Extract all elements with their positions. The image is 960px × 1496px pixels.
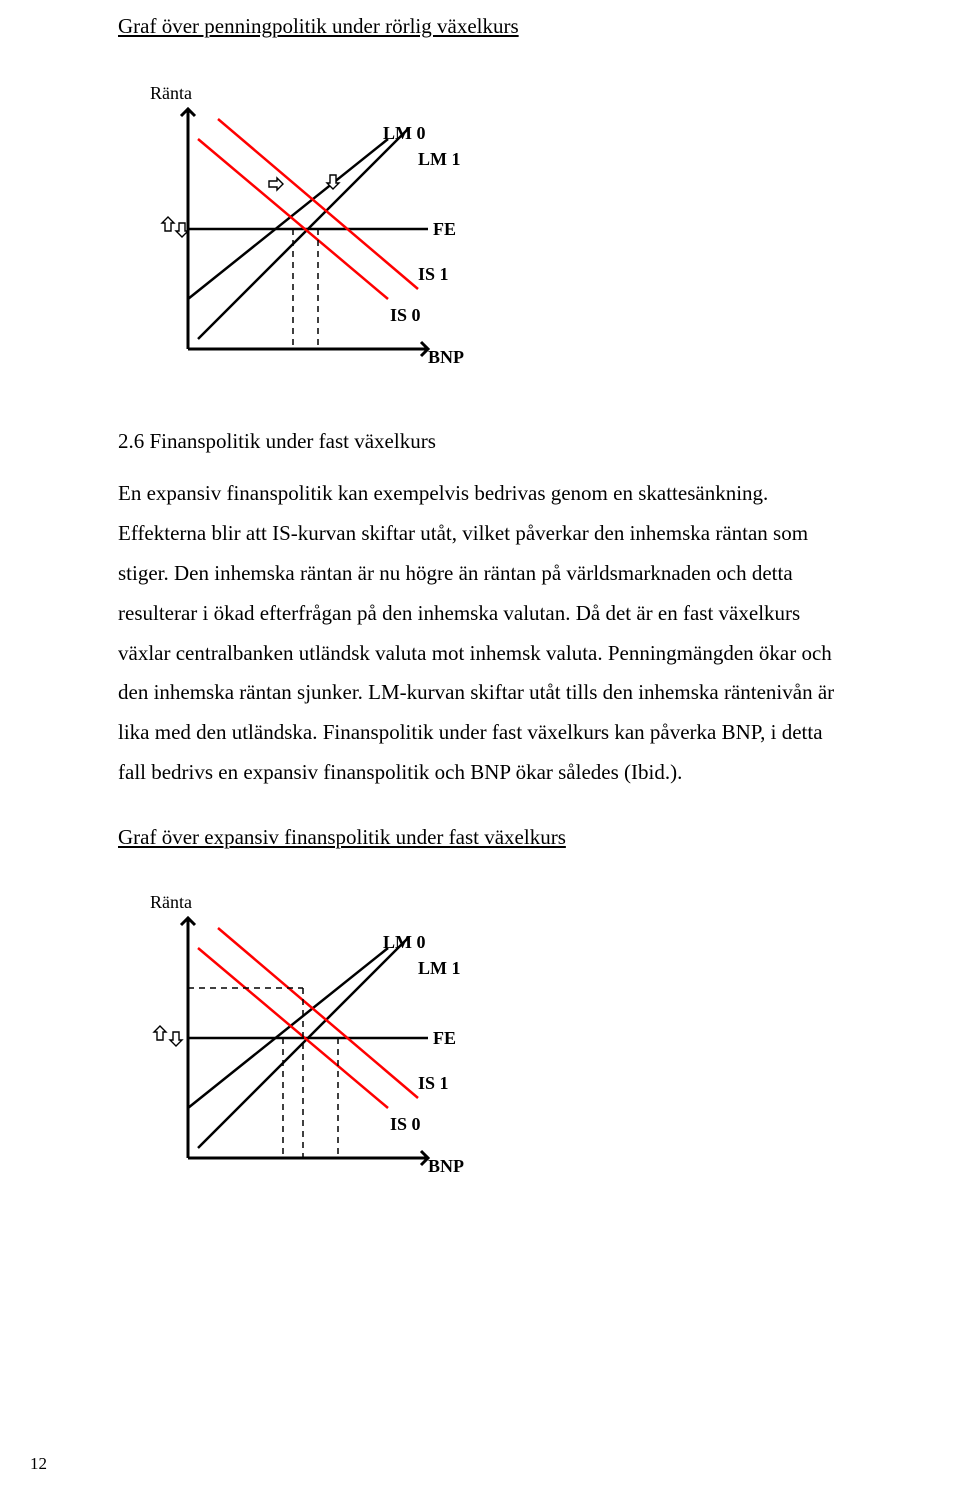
chart2-is1-label: IS 1 bbox=[418, 1073, 449, 1094]
chart1-svg bbox=[88, 69, 528, 389]
chart1-lm1-label: LM 1 bbox=[418, 149, 461, 170]
chart2-y-axis-label: Ränta bbox=[150, 892, 192, 913]
chart1-y-axis-label: Ränta bbox=[150, 83, 192, 104]
page-number: 12 bbox=[30, 1454, 47, 1474]
chart2-fe-label: FE bbox=[433, 1028, 456, 1049]
chart1-x-axis-label: BNP bbox=[428, 347, 464, 368]
chart2-svg bbox=[88, 878, 528, 1198]
chart1-lm0-label: LM 0 bbox=[383, 123, 426, 144]
chart2-title: Graf över expansiv finanspolitik under f… bbox=[118, 825, 842, 850]
chart1-fe-label: FE bbox=[433, 219, 456, 240]
chart1: Ränta BNP LM 0 LM 1 FE IS 1 IS 0 bbox=[88, 69, 528, 389]
chart2-lm1-label: LM 1 bbox=[418, 958, 461, 979]
chart1-is1-label: IS 1 bbox=[418, 264, 449, 285]
body-paragraph: En expansiv finanspolitik kan exempelvis… bbox=[118, 474, 842, 793]
chart2: Ränta BNP LM 0 LM 1 FE IS 1 IS 0 bbox=[88, 878, 528, 1198]
chart1-title: Graf över penningpolitik under rörlig vä… bbox=[118, 14, 842, 39]
chart2-lm0-label: LM 0 bbox=[383, 932, 426, 953]
section-heading: 2.6 Finanspolitik under fast växelkurs bbox=[118, 429, 842, 454]
page: Graf över penningpolitik under rörlig vä… bbox=[0, 14, 960, 1496]
chart2-x-axis-label: BNP bbox=[428, 1156, 464, 1177]
chart1-is0-label: IS 0 bbox=[390, 305, 421, 326]
chart2-is0-label: IS 0 bbox=[390, 1114, 421, 1135]
